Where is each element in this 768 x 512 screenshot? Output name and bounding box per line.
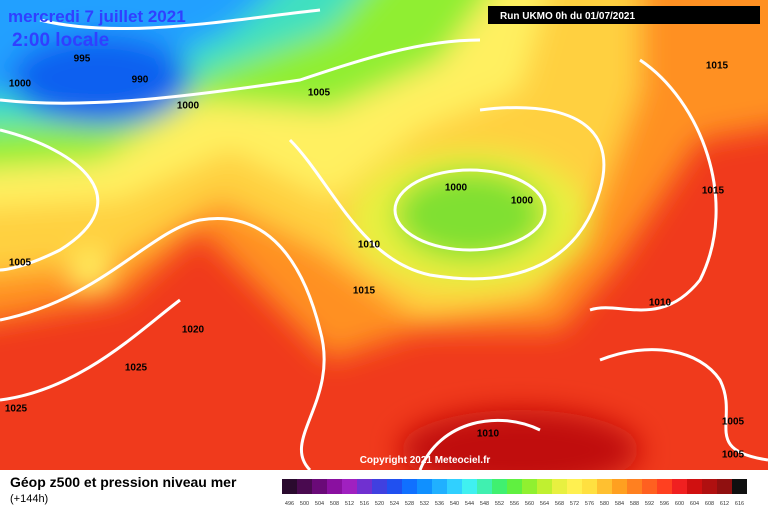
scale-swatch: [552, 479, 567, 494]
scale-label: 616: [735, 501, 744, 507]
scale-swatch: [462, 479, 477, 494]
scale-label: 504: [315, 501, 324, 507]
scale-label: 516: [360, 501, 369, 507]
isobar-label: 1010: [649, 298, 672, 309]
subtitle: 2:00 locale: [12, 30, 109, 51]
scale-swatch: [717, 479, 732, 494]
scale-label: 540: [450, 501, 459, 507]
scale-label: 600: [675, 501, 684, 507]
isobar-label: 1010: [358, 240, 381, 251]
scale-label: 500: [300, 501, 309, 507]
scale-swatch: [597, 479, 612, 494]
scale-swatch: [402, 479, 417, 494]
scale-swatch: [537, 479, 552, 494]
scale-swatch: [522, 479, 537, 494]
scale-swatch: [447, 479, 462, 494]
isobar-label: 1015: [353, 286, 376, 297]
scale-label: 552: [495, 501, 504, 507]
scale-swatch: [687, 479, 702, 494]
scale-label: 560: [525, 501, 534, 507]
scale-swatch: [297, 479, 312, 494]
scale-swatch: [432, 479, 447, 494]
scale-swatch: [342, 479, 357, 494]
scale-swatch: [327, 479, 342, 494]
run-info: Run UKMO 0h du 01/07/2021: [500, 11, 635, 22]
scale-label: 608: [705, 501, 714, 507]
scale-swatch: [612, 479, 627, 494]
scale-swatch: [492, 479, 507, 494]
isobar-label: 1000: [177, 101, 200, 112]
footer-title: Géop z500 et pression niveau mer: [10, 474, 237, 490]
scale-label: 604: [690, 501, 699, 507]
isobar-label: 1025: [125, 363, 148, 374]
scale-label: 508: [330, 501, 339, 507]
scale-label: 564: [540, 501, 549, 507]
scale-label: 612: [720, 501, 729, 507]
isobar-label: 1010: [477, 429, 500, 440]
isobar-label: 1000: [9, 79, 32, 90]
scale-swatch: [672, 479, 687, 494]
isobar-label: 1005: [722, 450, 745, 461]
scale-swatch: [477, 479, 492, 494]
isobar-label: 1005: [722, 417, 745, 428]
scale-swatch: [567, 479, 582, 494]
isobar-label: 1020: [182, 325, 205, 336]
scale-swatch: [507, 479, 522, 494]
scale-label: 520: [375, 501, 384, 507]
scale-swatch: [582, 479, 597, 494]
copyright: Copyright 2021 Meteociel.fr: [360, 455, 491, 466]
scale-label: 596: [660, 501, 669, 507]
isobar-label: 1005: [308, 88, 331, 99]
field: [0, 0, 768, 470]
isobar-label: 990: [132, 75, 149, 86]
scale-label: 496: [285, 501, 294, 507]
title: mercredi 7 juillet 2021: [8, 7, 186, 26]
scale-label: 556: [510, 501, 519, 507]
scale-swatch: [627, 479, 642, 494]
isobar-label: 995: [74, 54, 91, 65]
scale-label: 544: [465, 501, 474, 507]
lead-time: (+144h): [10, 493, 48, 505]
isobar-label: 1000: [511, 196, 534, 207]
scale-swatch: [357, 479, 372, 494]
scale-label: 572: [570, 501, 579, 507]
scale-label: 532: [420, 501, 429, 507]
scale-label: 576: [585, 501, 594, 507]
scale-swatch: [657, 479, 672, 494]
isobar-label: 1025: [5, 404, 28, 415]
scale-label: 528: [405, 501, 414, 507]
scale-swatch: [417, 479, 432, 494]
scale-label: 584: [615, 501, 624, 507]
isobar-labels: 995 990 1000 1000 1005 1015 1000 1000 1015 1010 10…: [5, 54, 745, 461]
scale-swatch: [642, 479, 657, 494]
scale-label: 588: [630, 501, 639, 507]
scale-swatch: [312, 479, 327, 494]
scale-label: 580: [600, 501, 609, 507]
isobar-label: 1005: [9, 258, 32, 269]
isobar-label: 1015: [702, 186, 725, 197]
isobar-label: 1000: [445, 183, 468, 194]
scale-label: 548: [480, 501, 489, 507]
scale-label: 592: [645, 501, 654, 507]
scale-swatch: [387, 479, 402, 494]
scale-swatch: [282, 479, 297, 494]
scale-label: 524: [390, 501, 399, 507]
scale-swatch: [732, 479, 747, 494]
scale-swatch: [702, 479, 717, 494]
isobar-label: 1015: [706, 61, 729, 72]
scale-label: 568: [555, 501, 564, 507]
color-scale: 496 500 504 508 512 516 520 524 528 532 536 540 544 5…: [282, 479, 747, 507]
scale-label: 536: [435, 501, 444, 507]
scale-label: 512: [345, 501, 354, 507]
scale-swatch: [372, 479, 387, 494]
